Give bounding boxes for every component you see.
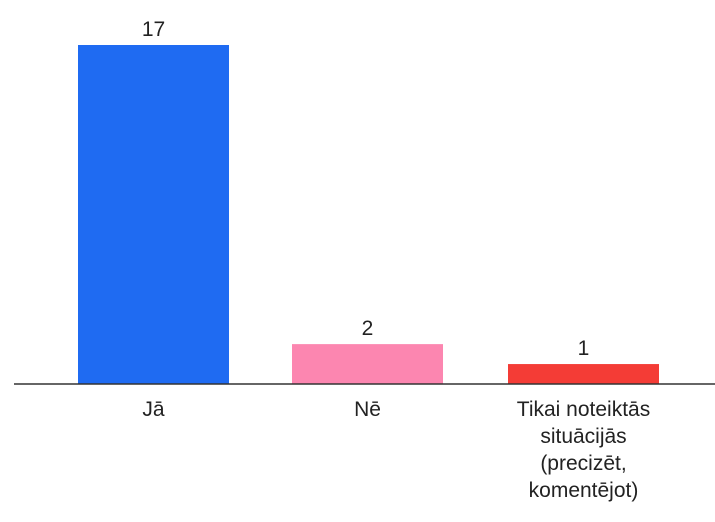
category-label-line: komentējot) — [529, 479, 639, 502]
bar-3 — [508, 364, 659, 384]
value-label-3: 1 — [578, 337, 590, 360]
category-label-line: (precizēt, — [540, 452, 626, 475]
category-labels-group: Jā Nē Tikai noteiktās situācijās (precizēt, k… — [142, 398, 650, 502]
category-label-2: Nē — [354, 398, 381, 421]
bars-group — [78, 45, 659, 384]
category-label-line: Nē — [354, 398, 381, 421]
value-label-1: 17 — [142, 18, 165, 41]
category-label-1: Jā — [142, 398, 165, 421]
category-label-line: Tikai noteiktās — [517, 398, 650, 421]
value-label-2: 2 — [362, 317, 374, 340]
bar-1 — [78, 45, 229, 384]
category-label-line: Jā — [142, 398, 165, 421]
bar-2 — [292, 344, 443, 384]
category-label-line: situācijās — [540, 425, 626, 448]
category-label-3: Tikai noteiktās situācijās (precizēt, komen… — [517, 398, 650, 502]
